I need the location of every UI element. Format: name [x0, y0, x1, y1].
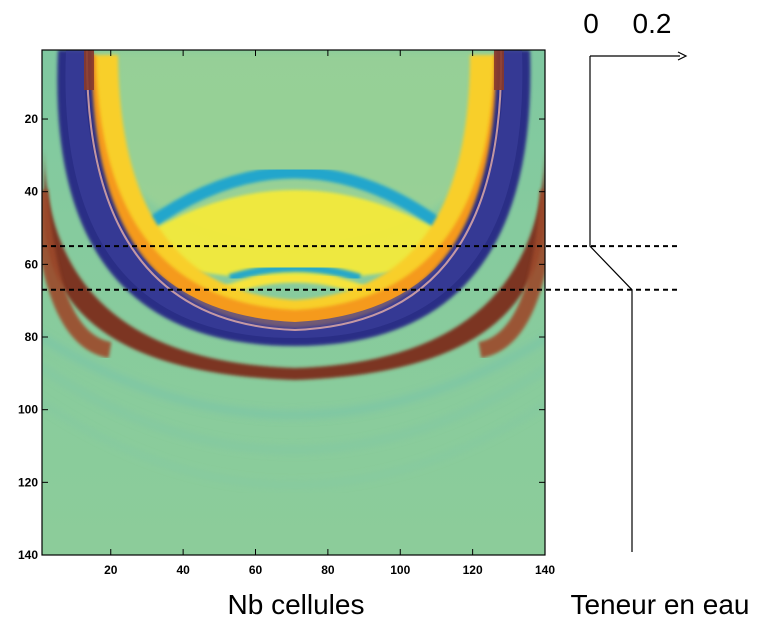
profile-x-axis-label: Teneur en eau [570, 589, 749, 620]
profile-line [589, 56, 633, 552]
y-tick-label: 40 [25, 185, 39, 199]
x-tick-label: 140 [535, 563, 555, 577]
profile-tick-label-1: 0.2 [633, 8, 672, 39]
heatmap-field [42, 50, 545, 555]
y-tick-label: 100 [18, 403, 38, 417]
x-tick-label: 40 [176, 563, 190, 577]
x-tick-label: 100 [390, 563, 410, 577]
x-tick-label: 120 [463, 563, 483, 577]
dashed-level-lines [42, 245, 678, 291]
x-tick-label: 80 [321, 563, 335, 577]
x-axis-ticks: 20 40 60 80 100 120 140 [104, 50, 555, 577]
heatmap-x-axis-label: Nb cellules [228, 589, 365, 620]
profile-arrow-head-icon [677, 51, 688, 61]
y-tick-label: 60 [25, 257, 39, 271]
y-tick-label: 120 [18, 475, 38, 489]
y-tick-label: 140 [18, 548, 38, 562]
y-tick-label: 20 [25, 112, 39, 126]
profile-tick-label-0: 0 [583, 8, 599, 39]
y-axis-ticks: 20 40 60 80 100 120 140 [18, 112, 545, 562]
water-content-profile: 0 0.2 Teneur en eau [570, 8, 749, 620]
x-tick-label: 60 [249, 563, 263, 577]
x-tick-label: 20 [104, 563, 118, 577]
y-tick-label: 80 [25, 330, 39, 344]
plot-frame [41, 49, 546, 556]
